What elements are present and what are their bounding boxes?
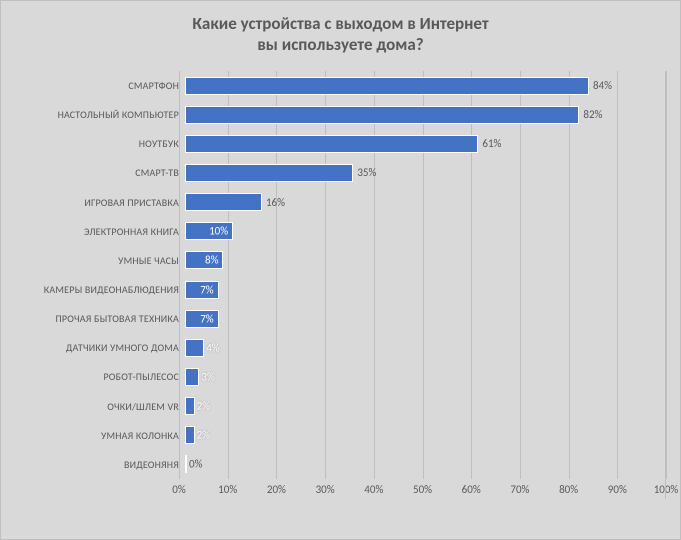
y-axis-label: КАМЕРЫ ВИДЕОНАБЛЮДЕНИЯ — [15, 283, 185, 296]
chart-title-line2: вы используете дома? — [257, 34, 423, 55]
bar-value-label: 16% — [266, 196, 285, 209]
bar-row: УМНАЯ КОЛОНКА 2% — [15, 421, 666, 450]
bar — [185, 164, 353, 182]
bar-row: НОУТБУК 61% — [15, 129, 666, 158]
bar — [185, 368, 199, 386]
bar-track: 7% — [185, 275, 666, 304]
bar-track: 2% — [185, 392, 666, 421]
bar-value-label: 7% — [200, 312, 213, 325]
bar-row: ВИДЕОНЯНЯ 0% — [15, 450, 666, 479]
bar-value-label: 10% — [209, 225, 228, 238]
bar-row: ОЧКИ/ШЛЕМ VR 2% — [15, 392, 666, 421]
bar-row: НАСТОЛЬНЫЙ КОМПЬЮТЕР 82% — [15, 100, 666, 129]
chart-title-line1: Какие устройства с выходом в Интернет — [192, 13, 488, 34]
x-tick-label: 90% — [608, 483, 627, 496]
bar-value-label: 0% — [189, 458, 202, 471]
bar-track: 35% — [185, 158, 666, 187]
bar-value-label: 3% — [201, 370, 214, 383]
gridline — [666, 71, 667, 479]
chart-container: Какие устройства с выходом в Интернет вы… — [0, 0, 681, 540]
bar-value-label: 8% — [205, 254, 218, 267]
bar-value-label: 84% — [593, 79, 612, 92]
x-tick-label: 100% — [654, 483, 679, 496]
bar-track: 4% — [185, 333, 666, 362]
y-axis-label: ПРОЧАЯ БЫТОВАЯ ТЕХНИКА — [15, 312, 185, 325]
bar-value-label: 7% — [200, 283, 213, 296]
bar-row: ДАТЧИКИ УМНОГО ДОМА 4% — [15, 333, 666, 362]
bar — [185, 193, 262, 211]
bar-track: 61% — [185, 129, 666, 158]
x-tick-label: 0% — [172, 483, 185, 496]
bar-track: 7% — [185, 304, 666, 333]
x-tick-label: 80% — [559, 483, 578, 496]
bar-row: РОБОТ-ПЫЛЕСОС 3% — [15, 362, 666, 391]
y-axis-label: ВИДЕОНЯНЯ — [15, 458, 185, 471]
x-tick-label: 10% — [218, 483, 237, 496]
bar-row: ПРОЧАЯ БЫТОВАЯ ТЕХНИКА 7% — [15, 304, 666, 333]
bar — [185, 135, 478, 153]
bar-value-label: 2% — [197, 429, 210, 442]
y-axis-label: НОУТБУК — [15, 137, 185, 150]
bar-track: 8% — [185, 246, 666, 275]
bar — [185, 106, 579, 124]
bar-row: ИГРОВАЯ ПРИСТАВКА 16% — [15, 188, 666, 217]
y-axis-label: ЭЛЕКТРОННАЯ КНИГА — [15, 225, 185, 238]
bar-track: 84% — [185, 71, 666, 100]
chart-title: Какие устройства с выходом в Интернет вы… — [7, 7, 674, 56]
bar-row: УМНЫЕ ЧАСЫ 8% — [15, 246, 666, 275]
x-tick-label: 30% — [316, 483, 335, 496]
x-tick-label: 50% — [413, 483, 432, 496]
bar: 10% — [185, 222, 233, 240]
bar-row: СМАРТФОН 84% — [15, 71, 666, 100]
bar — [185, 455, 187, 473]
x-tick-label: 20% — [267, 483, 286, 496]
y-axis-label: НАСТОЛЬНЫЙ КОМПЬЮТЕР — [15, 108, 185, 121]
y-axis-label: СМАРТФОН — [15, 79, 185, 92]
bar — [185, 339, 204, 357]
bar: 8% — [185, 251, 223, 269]
bar-track: 10% — [185, 217, 666, 246]
bar-track: 16% — [185, 188, 666, 217]
y-axis-label: ДАТЧИКИ УМНОГО ДОМА — [15, 341, 185, 354]
y-axis-label: УМНЫЕ ЧАСЫ — [15, 254, 185, 267]
bar-track: 0% — [185, 450, 666, 479]
bar-row: СМАРТ-ТВ 35% — [15, 158, 666, 187]
y-axis-label: СМАРТ-ТВ — [15, 166, 185, 179]
bar-value-label: 4% — [206, 341, 219, 354]
bar-value-label: 2% — [197, 400, 210, 413]
bar-row: КАМЕРЫ ВИДЕОНАБЛЮДЕНИЯ 7% — [15, 275, 666, 304]
bar-track: 82% — [185, 100, 666, 129]
y-axis-label: ОЧКИ/ШЛЕМ VR — [15, 400, 185, 413]
plot-right-border — [665, 71, 666, 499]
y-axis-label: РОБОТ-ПЫЛЕСОС — [15, 370, 185, 383]
bar — [185, 426, 195, 444]
x-tick-label: 60% — [462, 483, 481, 496]
bar — [185, 77, 589, 95]
x-tick-label: 70% — [510, 483, 529, 496]
y-axis-label: УМНАЯ КОЛОНКА — [15, 429, 185, 442]
bar: 7% — [185, 281, 219, 299]
bar — [185, 397, 195, 415]
bar-track: 2% — [185, 421, 666, 450]
bar-track: 3% — [185, 362, 666, 391]
bar-value-label: 35% — [357, 166, 376, 179]
plot-area: СМАРТФОН 84% НАСТОЛЬНЫЙ КОМПЬЮТЕР 82% НОУТБУ… — [15, 71, 666, 499]
y-axis-label: ИГРОВАЯ ПРИСТАВКА — [15, 196, 185, 209]
bar-value-label: 61% — [482, 137, 501, 150]
bar-value-label: 82% — [583, 108, 602, 121]
bar: 7% — [185, 310, 219, 328]
bar-row: ЭЛЕКТРОННАЯ КНИГА 10% — [15, 217, 666, 246]
x-tick-label: 40% — [364, 483, 383, 496]
